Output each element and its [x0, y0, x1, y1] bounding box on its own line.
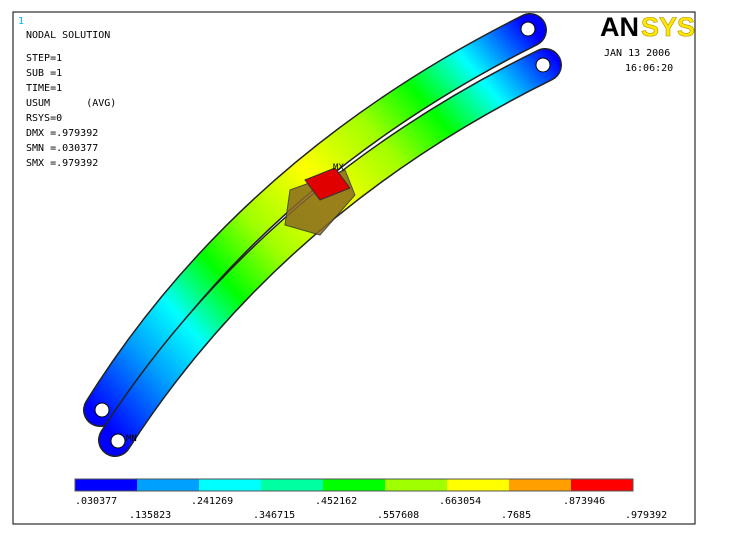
- legend-label: .557608: [377, 510, 419, 521]
- legend-swatch: [137, 479, 199, 491]
- legend: .030377 .135823 .241269 .346715 .452162 .5576…: [74, 478, 667, 521]
- legend-label: .979392: [625, 510, 667, 521]
- model: [83, 13, 562, 457]
- info-line: USUM (AVG): [26, 98, 116, 109]
- logo-an: AN: [600, 12, 639, 42]
- info-line: STEP=1: [26, 53, 62, 64]
- legend-swatch: [509, 479, 571, 491]
- legend-label: .030377: [75, 496, 117, 507]
- legend-label: .7685: [501, 510, 531, 521]
- time: 16:06:20: [625, 63, 673, 74]
- legend-label: .873946: [563, 496, 605, 507]
- info-line: RSYS=0: [26, 113, 62, 124]
- legend-label: .452162: [315, 496, 357, 507]
- info-block: NODAL SOLUTION STEP=1 SUB =1 TIME=1 USUM (AV…: [26, 30, 116, 169]
- window-number: 1: [18, 16, 24, 27]
- info-line: SUB =1: [26, 68, 62, 79]
- legend-swatch: [447, 479, 509, 491]
- min-marker: MN: [126, 434, 137, 444]
- max-marker: MX: [333, 163, 344, 173]
- logo-sys: SYS: [641, 12, 695, 42]
- info-line: DMX =.979392: [26, 128, 98, 139]
- legend-swatch: [385, 479, 447, 491]
- legend-label: .663054: [439, 496, 481, 507]
- legend-swatch: [571, 479, 633, 491]
- info-line: SMX =.979392: [26, 158, 98, 169]
- info-line: TIME=1: [26, 83, 62, 94]
- legend-label: .241269: [191, 496, 233, 507]
- date: JAN 13 2006: [604, 48, 670, 59]
- legend-swatch: [75, 479, 137, 491]
- info-line: SMN =.030377: [26, 143, 98, 154]
- legend-label: .346715: [253, 510, 295, 521]
- info-line: NODAL SOLUTION: [26, 30, 110, 41]
- legend-border: [74, 478, 634, 492]
- legend-label: .135823: [129, 510, 171, 521]
- legend-swatch: [261, 479, 323, 491]
- legend-swatch: [199, 479, 261, 491]
- legend-swatch: [323, 479, 385, 491]
